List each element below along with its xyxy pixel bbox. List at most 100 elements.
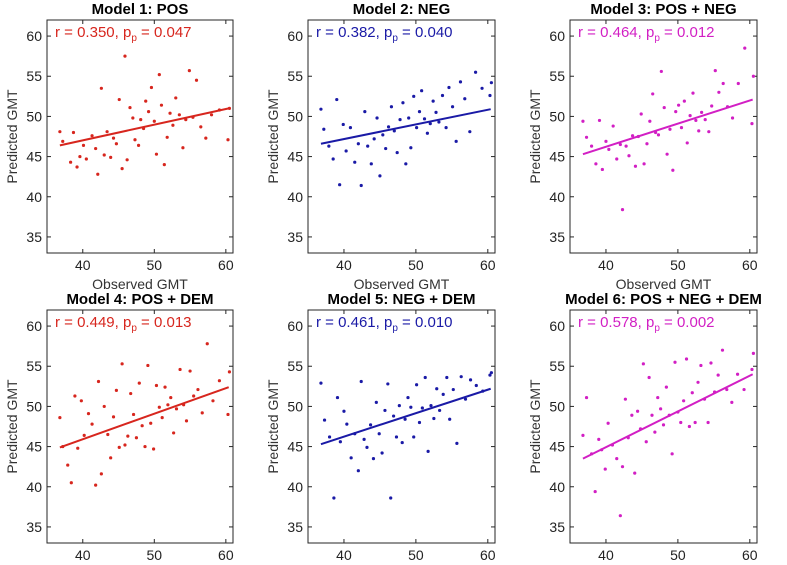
data-point: [455, 441, 459, 445]
data-point: [174, 96, 178, 100]
x-tick-label: 60: [218, 547, 234, 563]
data-point: [389, 496, 393, 500]
y-tick-label: 40: [26, 479, 42, 495]
panel-5: Model 5: NEG + DEM405060354045505560Obse…: [265, 291, 496, 563]
data-point: [136, 143, 141, 147]
data-point: [160, 416, 164, 420]
data-point: [372, 137, 376, 141]
data-point: [468, 378, 473, 382]
data-point: [730, 400, 734, 404]
data-point: [401, 101, 405, 105]
y-tick-label: 55: [549, 68, 565, 84]
data-point: [423, 375, 427, 380]
data-point: [618, 514, 622, 518]
axes-frame: [307, 309, 496, 544]
data-point: [380, 451, 384, 455]
data-point: [597, 437, 601, 441]
data-point: [362, 437, 366, 441]
data-point: [636, 409, 640, 413]
x-tick-label: 50: [670, 547, 686, 563]
y-tick-label: 50: [26, 398, 42, 414]
data-point: [394, 435, 399, 439]
data-point: [345, 422, 349, 426]
x-tick-label: 40: [336, 547, 352, 563]
x-axis-label: Observed GMT: [92, 276, 188, 292]
data-point: [157, 73, 161, 77]
y-tick-label: 40: [549, 189, 565, 205]
stat-p: = 0.013: [137, 314, 192, 331]
y-tick-label: 45: [549, 149, 565, 165]
x-tick-label: 50: [670, 257, 686, 273]
data-point: [444, 126, 448, 130]
data-point: [730, 116, 735, 120]
data-point: [146, 363, 150, 368]
data-point: [117, 97, 121, 102]
data-point: [174, 407, 179, 411]
data-point: [327, 435, 332, 439]
data-point: [377, 432, 381, 436]
data-point: [603, 467, 607, 471]
data-point: [716, 373, 720, 377]
y-tick-label: 60: [287, 318, 303, 334]
data-point: [102, 404, 106, 409]
data-point: [126, 434, 130, 438]
data-point: [341, 122, 345, 127]
data-point: [584, 395, 589, 400]
data-point: [58, 130, 62, 134]
data-point: [679, 420, 683, 425]
data-point: [682, 399, 686, 403]
data-point: [668, 127, 672, 131]
data-point: [677, 103, 681, 107]
data-point: [154, 152, 159, 156]
data-point: [149, 421, 153, 425]
data-point: [169, 395, 173, 400]
stat-r: r = 0.449, p: [55, 314, 131, 331]
y-axis-label: Predicted GMT: [265, 89, 281, 184]
data-point: [120, 167, 124, 171]
data-point: [656, 395, 660, 400]
y-axis-label: Predicted GMT: [4, 379, 20, 474]
data-point: [400, 440, 404, 445]
y-tick-label: 45: [26, 439, 42, 455]
data-point: [700, 110, 704, 114]
data-point: [184, 419, 189, 423]
data-point: [641, 362, 645, 366]
stat-annotation: r = 0.464, pp = 0.012: [578, 24, 715, 44]
x-axis-label: Observed GMT: [616, 276, 712, 292]
data-point: [79, 399, 83, 403]
y-tick-label: 50: [287, 108, 303, 124]
data-point: [338, 440, 342, 444]
data-point: [134, 436, 139, 440]
data-point: [699, 363, 703, 368]
data-point: [344, 149, 348, 153]
stat-annotation: r = 0.382, pp = 0.040: [316, 24, 453, 44]
data-point: [75, 165, 79, 169]
data-point: [196, 387, 200, 392]
stat-p-subscript: p: [131, 323, 137, 334]
data-point: [431, 99, 435, 103]
data-point: [129, 391, 133, 396]
y-axis-label: Predicted GMT: [527, 89, 543, 184]
data-point: [125, 158, 129, 162]
data-point: [398, 118, 402, 122]
data-point: [735, 372, 740, 376]
data-point: [438, 408, 442, 413]
data-point: [66, 463, 70, 467]
data-point: [630, 134, 635, 138]
data-point: [725, 387, 729, 392]
data-point: [165, 135, 169, 139]
y-tick-label: 55: [26, 358, 42, 374]
data-point: [200, 411, 204, 415]
data-point: [713, 69, 717, 73]
stat-r: r = 0.350, p: [55, 24, 131, 41]
y-tick-label: 55: [549, 358, 565, 374]
data-point: [391, 414, 396, 418]
data-point: [717, 90, 721, 94]
data-point: [332, 496, 336, 500]
data-point: [407, 116, 411, 120]
data-point: [647, 375, 651, 380]
data-point: [648, 119, 652, 123]
data-point: [123, 443, 127, 447]
stat-r: r = 0.382, p: [316, 24, 392, 41]
x-tick-label: 60: [480, 257, 496, 273]
